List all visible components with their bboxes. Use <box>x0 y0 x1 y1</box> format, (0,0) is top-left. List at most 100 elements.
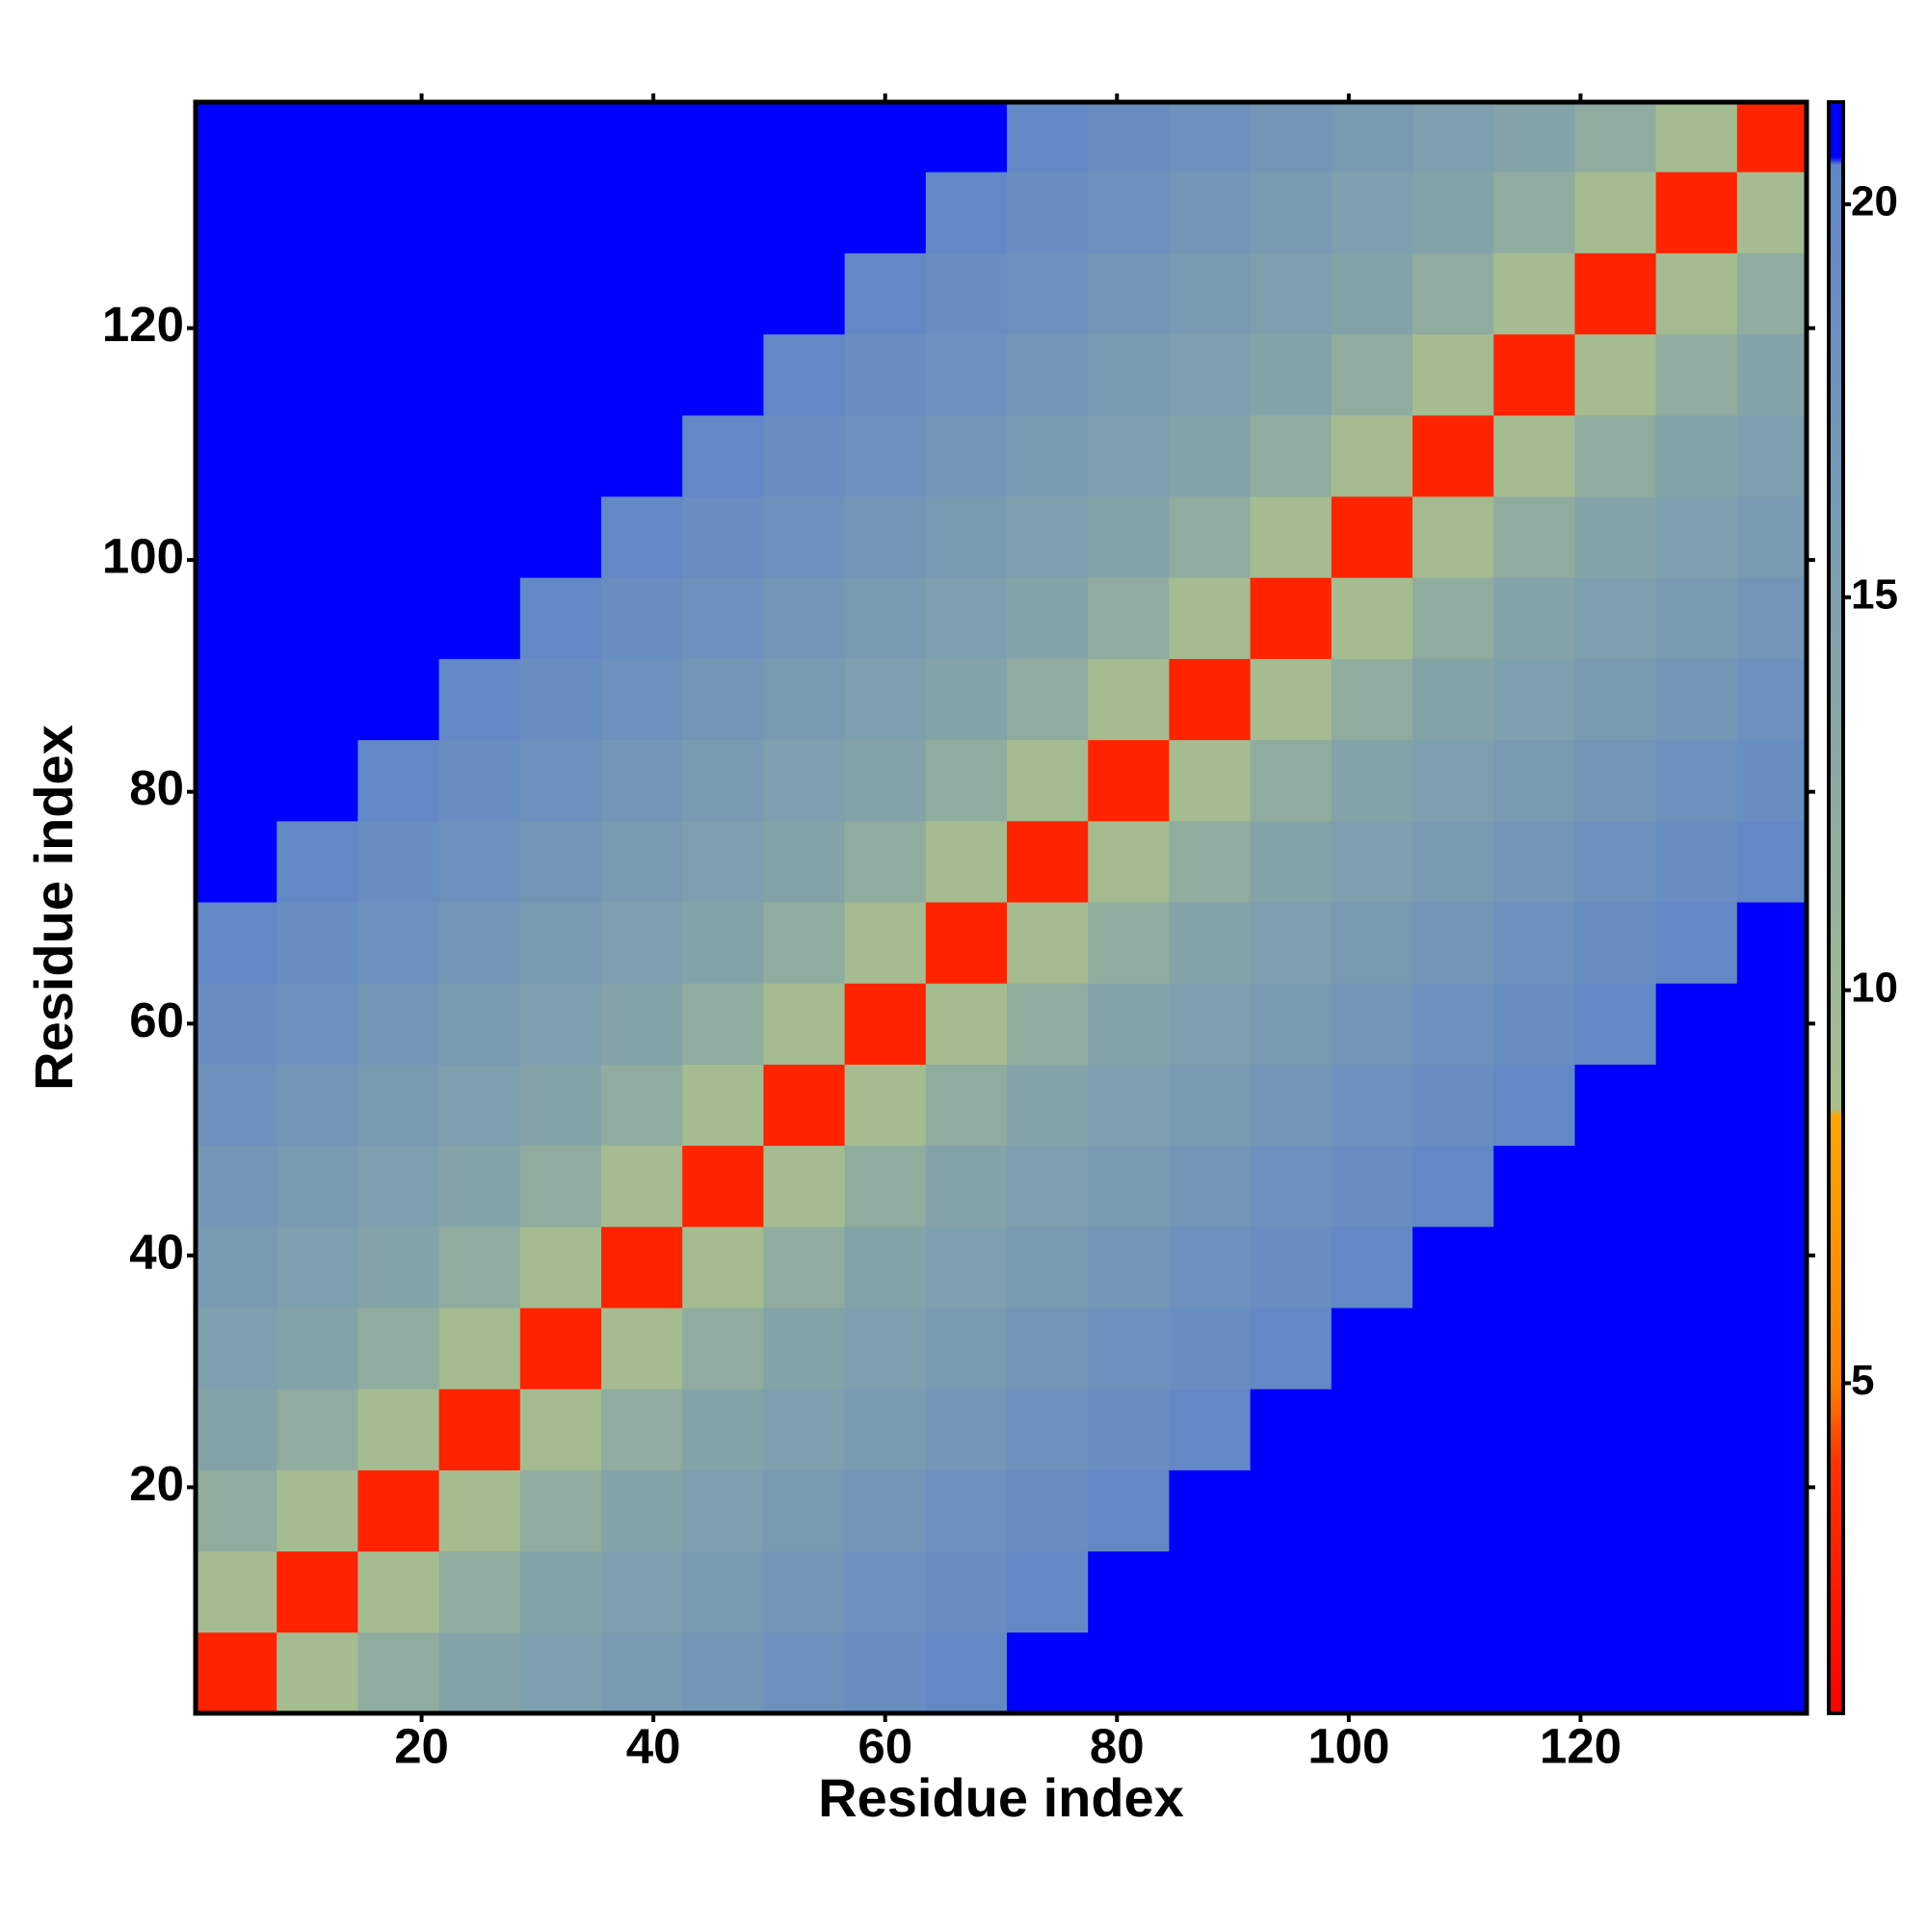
heatmap-cell <box>357 1631 440 1714</box>
heatmap-cell <box>1088 1145 1170 1228</box>
heatmap-cell <box>1250 1631 1333 1714</box>
heatmap-cell <box>601 495 683 578</box>
heatmap-cell <box>925 414 1008 497</box>
heatmap-cell <box>1412 1145 1494 1228</box>
heatmap-cell <box>357 983 440 1065</box>
heatmap-cell <box>1736 739 1808 822</box>
heatmap-cell <box>1493 1550 1575 1633</box>
heatmap-cell <box>196 658 277 741</box>
heatmap-cell <box>1412 577 1494 659</box>
heatmap-cell <box>1412 739 1494 822</box>
heatmap-cell <box>1736 577 1808 659</box>
heatmap-cell <box>1412 1389 1494 1470</box>
heatmap-cell <box>196 172 277 253</box>
heatmap-cell <box>844 739 927 822</box>
heatmap-cell <box>682 1631 764 1714</box>
heatmap-cell <box>1169 333 1252 416</box>
heatmap-cell <box>438 658 521 741</box>
heatmap-cell <box>1169 414 1252 497</box>
colorbar <box>1827 100 1845 1715</box>
heatmap-cell <box>196 577 277 659</box>
heatmap-cell <box>277 1307 358 1389</box>
heatmap-cell <box>1493 739 1575 822</box>
colorbar-tick-label: 15 <box>1851 570 1898 618</box>
heatmap-cell <box>844 820 927 903</box>
heatmap-cell <box>277 1145 358 1228</box>
heatmap-cell <box>1574 577 1657 659</box>
heatmap-cell <box>277 1064 358 1147</box>
heatmap-cell <box>277 1226 358 1309</box>
heatmap-cell <box>844 172 927 253</box>
heatmap-cell <box>1169 1307 1252 1389</box>
heatmap-cell <box>682 102 764 172</box>
heatmap-cell <box>763 1307 846 1389</box>
heatmap-cell <box>844 1226 927 1309</box>
heatmap-cell <box>277 1389 358 1470</box>
colorbar-tick-label: 10 <box>1851 964 1898 1011</box>
heatmap-cell <box>519 1145 602 1228</box>
heatmap-cell <box>1574 1550 1657 1633</box>
heatmap-cell <box>519 983 602 1065</box>
heatmap-cell <box>438 1307 521 1389</box>
heatmap-cell <box>438 414 521 497</box>
heatmap-cell <box>196 333 277 416</box>
heatmap-cell <box>519 1307 602 1389</box>
heatmap-cell <box>1331 577 1413 659</box>
heatmap-cell <box>196 983 277 1065</box>
heatmap-cell <box>1007 252 1089 335</box>
heatmap-cell <box>1493 1064 1575 1147</box>
heatmap-cell <box>601 414 683 497</box>
heatmap-cell <box>1493 820 1575 903</box>
heatmap-cell <box>763 172 846 253</box>
heatmap-cell <box>925 577 1008 659</box>
heatmap-cell <box>682 1064 764 1147</box>
heatmap-cell <box>925 658 1008 741</box>
heatmap-cell <box>1574 739 1657 822</box>
heatmap-cell <box>682 1550 764 1633</box>
x-axis-title: Residue index <box>818 1767 1184 1828</box>
heatmap-cell <box>1493 901 1575 984</box>
heatmap-cell <box>1655 1145 1738 1228</box>
heatmap-cell <box>1088 252 1170 335</box>
heatmap-cell <box>1007 1145 1089 1228</box>
heatmap-cell <box>1169 901 1252 984</box>
heatmap-cell <box>196 1389 277 1470</box>
heatmap-cell <box>1169 172 1252 253</box>
heatmap-cell <box>519 1631 602 1714</box>
heatmap-cell <box>277 577 358 659</box>
heatmap-cell <box>763 658 846 741</box>
heatmap-cell <box>1169 1550 1252 1633</box>
heatmap-cell <box>682 1307 764 1389</box>
heatmap-cell <box>1088 1226 1170 1309</box>
heatmap-cell <box>601 1631 683 1714</box>
heatmap-cell <box>1088 739 1170 822</box>
heatmap-cell <box>1169 1631 1252 1714</box>
heatmap-cell <box>682 820 764 903</box>
heatmap-cell <box>519 252 602 335</box>
heatmap-cell <box>1574 1145 1657 1228</box>
heatmap-cell <box>1736 1631 1808 1714</box>
heatmap-cell <box>1007 1307 1089 1389</box>
heatmap-cell <box>682 252 764 335</box>
heatmap-cell <box>1493 983 1575 1065</box>
heatmap-cell <box>519 172 602 253</box>
heatmap-cell <box>1088 1550 1170 1633</box>
heatmap-cell <box>277 102 358 172</box>
heatmap-cell <box>601 172 683 253</box>
heatmap-cell <box>1574 414 1657 497</box>
heatmap-cell <box>1655 577 1738 659</box>
heatmap-cell <box>196 414 277 497</box>
heatmap-cell <box>1655 1307 1738 1389</box>
heatmap-cell <box>1088 577 1170 659</box>
heatmap-cell <box>1007 577 1089 659</box>
heatmap-cell <box>1493 1469 1575 1552</box>
heatmap-cell <box>682 739 764 822</box>
plot-frame <box>193 99 1809 1716</box>
heatmap-cell <box>1088 414 1170 497</box>
heatmap-cell <box>1655 252 1738 335</box>
heatmap-cell <box>925 1226 1008 1309</box>
heatmap-cell <box>519 739 602 822</box>
heatmap-cell <box>1250 739 1333 822</box>
heatmap-cell <box>438 1550 521 1633</box>
